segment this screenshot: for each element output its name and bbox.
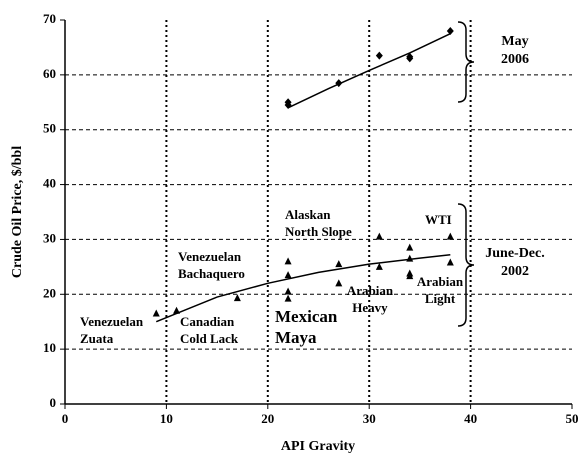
y-tick-label: 50 <box>43 121 56 136</box>
annotation: North Slope <box>285 224 352 239</box>
y-tick-label: 60 <box>43 66 56 81</box>
annotation: Cold Lack <box>180 331 239 346</box>
point <box>284 294 292 302</box>
x-tick-label: 30 <box>363 411 376 426</box>
x-tick-label: 20 <box>261 411 274 426</box>
x-tick-label: 40 <box>464 411 477 426</box>
annotation: Zuata <box>80 331 114 346</box>
point <box>446 26 454 35</box>
x-tick-label: 10 <box>160 411 173 426</box>
annotation: Mexican <box>275 307 338 326</box>
point <box>233 294 241 302</box>
brace <box>457 203 475 327</box>
point <box>375 232 383 240</box>
trend-line <box>287 33 451 109</box>
y-tick-label: 20 <box>43 285 56 300</box>
point <box>284 98 292 107</box>
y-tick-label: 0 <box>50 395 57 410</box>
point <box>406 243 414 251</box>
annotation: Alaskan <box>285 207 331 222</box>
annotation: June-Dec. <box>485 246 545 261</box>
annotation: Arabian <box>347 283 394 298</box>
point <box>406 52 414 61</box>
annotation: Venezuelan <box>80 314 144 329</box>
brace <box>457 21 475 103</box>
annotation: Arabian <box>417 274 464 289</box>
point <box>406 272 414 280</box>
y-tick-label: 70 <box>43 11 56 26</box>
annotation: WTI <box>425 212 452 227</box>
point <box>335 260 343 268</box>
annotation: Canadian <box>180 314 235 329</box>
y-tick-label: 30 <box>43 230 56 245</box>
x-tick-label: 0 <box>62 411 69 426</box>
annotation: Venezuelan <box>178 249 242 264</box>
annotation: Heavy <box>352 300 388 315</box>
y-axis-label: Crude Oil Price, $/bbl <box>10 146 25 278</box>
annotation: May <box>501 34 528 49</box>
point <box>284 257 292 265</box>
annotation: 2002 <box>501 264 529 279</box>
point <box>446 258 454 266</box>
y-tick-label: 10 <box>43 340 56 355</box>
y-tick-label: 40 <box>43 176 56 191</box>
trend-line <box>155 254 451 323</box>
annotation: Bachaquero <box>178 266 245 281</box>
point <box>284 287 292 295</box>
point <box>152 309 160 317</box>
annotation: Maya <box>275 328 317 347</box>
point <box>375 51 383 60</box>
point <box>335 279 343 287</box>
point <box>446 232 454 240</box>
point <box>375 262 383 270</box>
point <box>406 254 414 262</box>
annotation: Light <box>425 291 456 306</box>
point <box>284 271 292 279</box>
annotation: 2006 <box>501 52 529 67</box>
x-axis-label: API Gravity <box>281 439 355 454</box>
x-tick-label: 50 <box>566 411 579 426</box>
